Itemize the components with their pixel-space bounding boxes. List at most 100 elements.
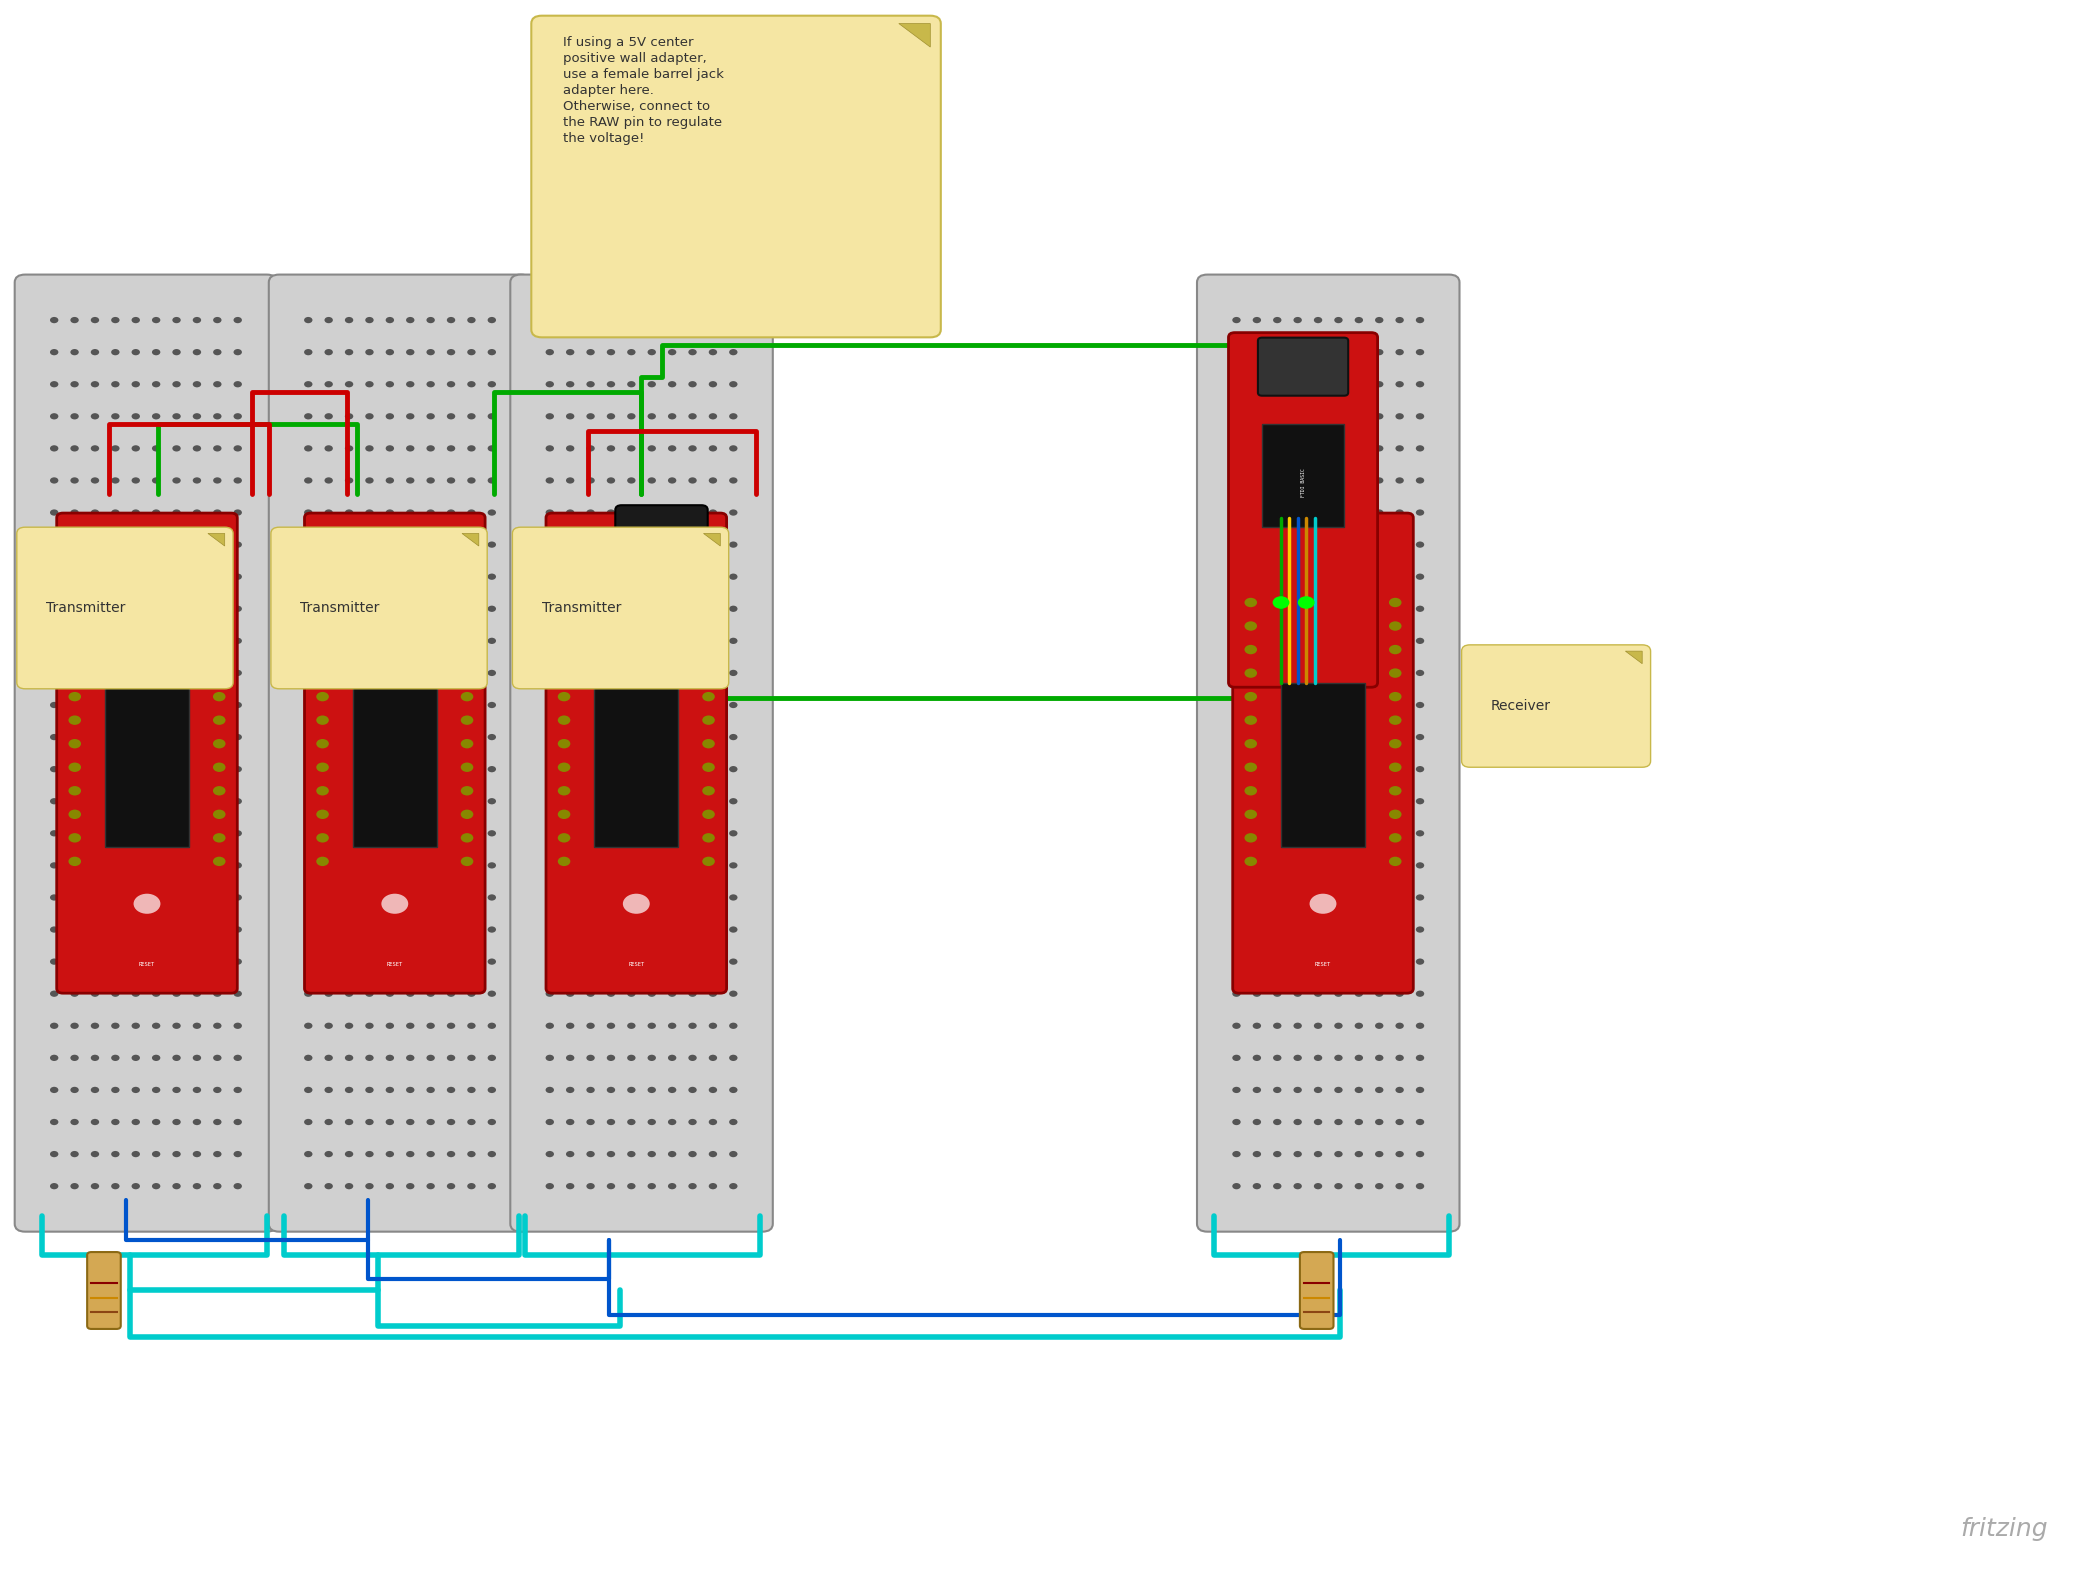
Circle shape [132,1119,141,1125]
Circle shape [50,446,59,452]
Circle shape [466,510,475,516]
Circle shape [90,766,99,772]
Circle shape [405,381,414,388]
Circle shape [317,810,330,819]
Circle shape [729,606,737,612]
Circle shape [1415,477,1424,483]
Circle shape [386,799,395,805]
Circle shape [365,830,374,836]
Circle shape [1294,926,1302,932]
Text: RESET: RESET [628,962,645,968]
Circle shape [212,1087,220,1094]
Circle shape [1245,739,1258,748]
Circle shape [69,598,82,607]
Circle shape [426,348,435,355]
Circle shape [50,317,59,323]
Circle shape [365,701,374,708]
Circle shape [567,863,575,869]
Circle shape [151,381,160,388]
Circle shape [487,1087,496,1094]
Circle shape [326,1087,334,1094]
Circle shape [708,1087,716,1094]
Circle shape [701,715,714,725]
Circle shape [628,317,636,323]
Circle shape [586,1183,594,1189]
Circle shape [1315,1183,1323,1189]
Polygon shape [208,533,225,546]
Circle shape [466,606,475,612]
Circle shape [607,1183,615,1189]
Circle shape [1233,1183,1241,1189]
Circle shape [546,863,554,869]
Circle shape [668,413,676,419]
Circle shape [50,1054,59,1061]
Circle shape [71,701,80,708]
Circle shape [729,1087,737,1094]
Circle shape [50,766,59,772]
Circle shape [405,477,414,483]
Circle shape [405,959,414,965]
Circle shape [71,510,80,516]
Circle shape [708,413,716,419]
Circle shape [151,894,160,901]
Circle shape [1334,926,1342,932]
Text: If using a 5V center
positive wall adapter,
use a female barrel jack
adapter her: If using a 5V center positive wall adapt… [563,36,724,144]
Circle shape [426,894,435,901]
Circle shape [1394,1119,1403,1125]
Circle shape [1273,1023,1281,1029]
Circle shape [233,670,242,676]
Circle shape [607,1087,615,1094]
Circle shape [233,317,242,323]
Circle shape [1394,637,1403,643]
Circle shape [1294,574,1302,581]
Circle shape [365,799,374,805]
Circle shape [1273,574,1281,581]
Circle shape [151,734,160,741]
Circle shape [304,446,313,452]
Circle shape [628,894,636,901]
Circle shape [1354,990,1363,996]
Circle shape [1354,381,1363,388]
Circle shape [607,959,615,965]
Circle shape [326,701,334,708]
Circle shape [50,413,59,419]
Circle shape [668,541,676,548]
Circle shape [1376,1119,1384,1125]
Circle shape [193,1119,202,1125]
Circle shape [50,541,59,548]
Circle shape [212,1152,220,1158]
Circle shape [172,541,181,548]
Circle shape [1294,1023,1302,1029]
Circle shape [1254,413,1262,419]
Circle shape [647,477,655,483]
Circle shape [487,446,496,452]
Circle shape [546,637,554,643]
Circle shape [487,317,496,323]
Circle shape [647,830,655,836]
Circle shape [365,317,374,323]
Circle shape [317,786,330,795]
Circle shape [326,606,334,612]
Circle shape [193,734,202,741]
Circle shape [1254,637,1262,643]
Circle shape [708,830,716,836]
Circle shape [701,763,714,772]
Circle shape [1233,446,1241,452]
Circle shape [1394,1023,1403,1029]
Circle shape [647,701,655,708]
Circle shape [71,446,80,452]
Circle shape [689,894,697,901]
Circle shape [729,541,737,548]
Circle shape [151,637,160,643]
Circle shape [151,701,160,708]
Circle shape [1415,446,1424,452]
FancyBboxPatch shape [510,275,773,1232]
Circle shape [69,786,82,795]
Circle shape [151,863,160,869]
Circle shape [151,1087,160,1094]
Circle shape [559,810,571,819]
Circle shape [1354,926,1363,932]
Circle shape [193,863,202,869]
Circle shape [708,446,716,452]
Circle shape [466,413,475,419]
